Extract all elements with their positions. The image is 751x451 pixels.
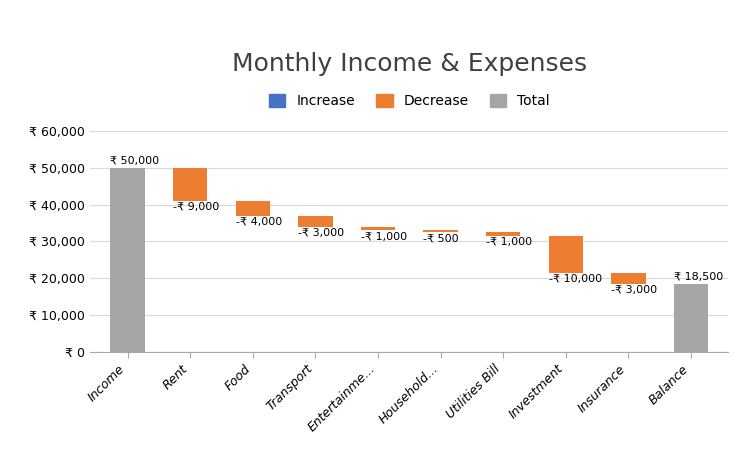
Text: -₹ 10,000: -₹ 10,000	[548, 274, 602, 284]
Text: -₹ 1,000: -₹ 1,000	[486, 237, 532, 248]
Bar	[236, 201, 270, 216]
Text: -₹ 4,000: -₹ 4,000	[236, 217, 282, 227]
Bar	[424, 230, 458, 232]
Bar	[486, 232, 520, 236]
Bar	[173, 168, 207, 201]
Text: ₹ 50,000: ₹ 50,000	[110, 156, 159, 166]
Text: -₹ 1,000: -₹ 1,000	[360, 232, 407, 242]
Title: Monthly Income & Expenses: Monthly Income & Expenses	[232, 52, 587, 76]
Bar	[611, 273, 646, 284]
Bar	[110, 168, 145, 352]
Bar	[674, 284, 708, 352]
Legend: Increase, Decrease, Total: Increase, Decrease, Total	[263, 88, 556, 114]
Text: -₹ 3,000: -₹ 3,000	[298, 228, 345, 238]
Bar	[298, 216, 333, 227]
Bar	[360, 227, 395, 230]
Text: -₹ 500: -₹ 500	[424, 234, 459, 244]
Bar	[548, 236, 583, 273]
Text: -₹ 3,000: -₹ 3,000	[611, 285, 657, 295]
Text: -₹ 9,000: -₹ 9,000	[173, 202, 219, 212]
Text: ₹ 18,500: ₹ 18,500	[674, 272, 723, 281]
